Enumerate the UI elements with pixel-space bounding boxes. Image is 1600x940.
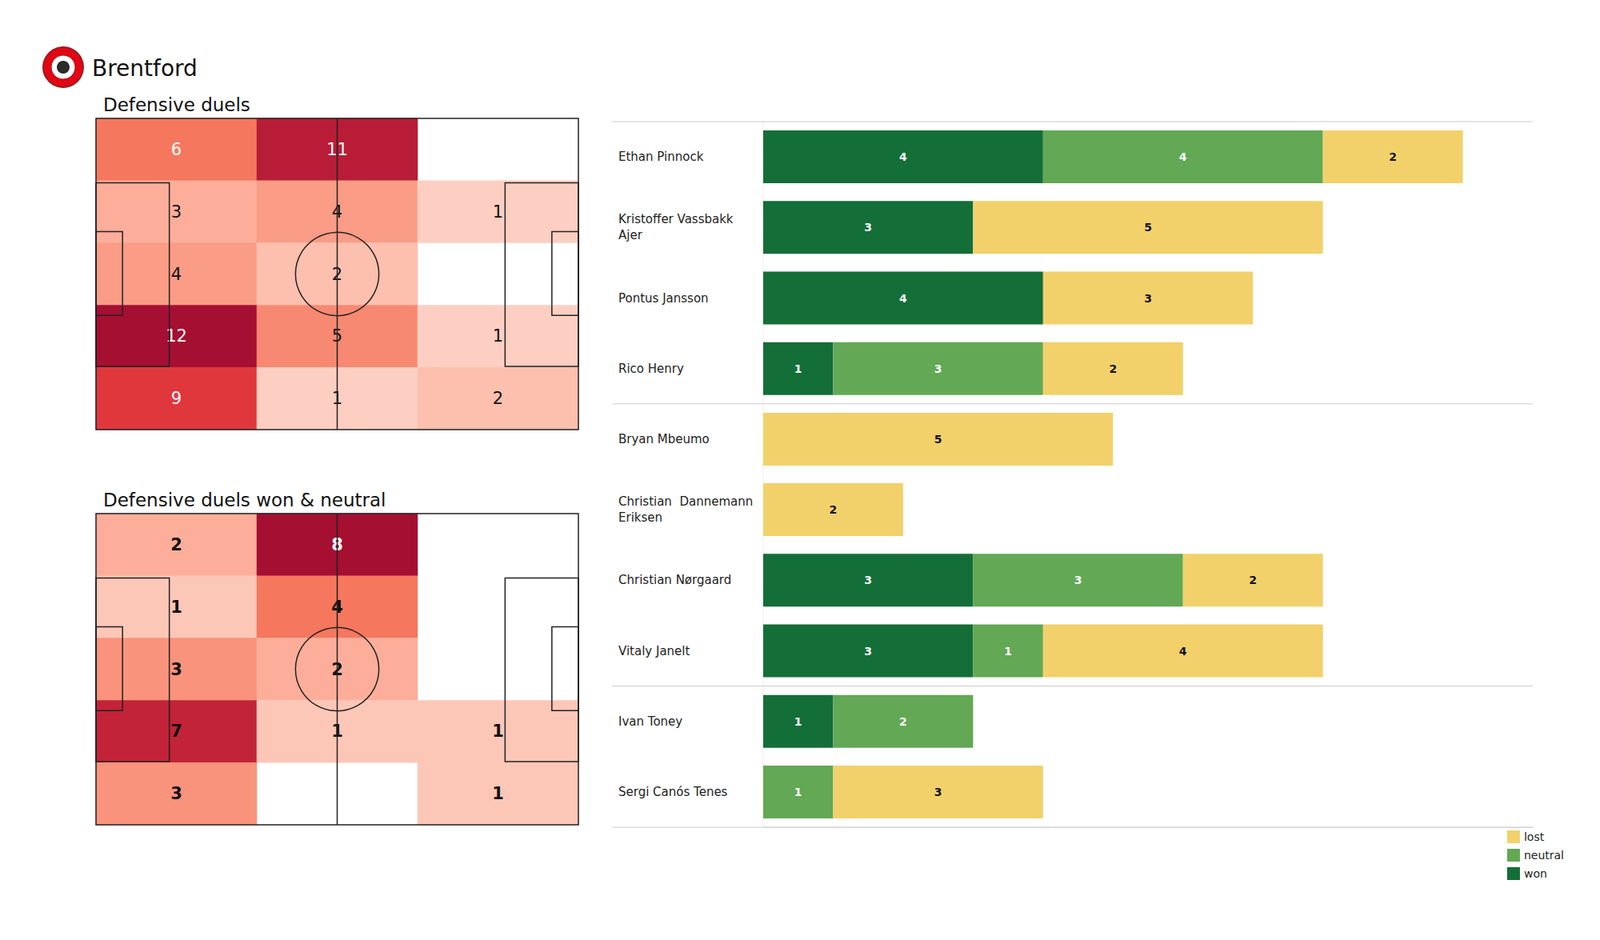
svg-text:4: 4 bbox=[1179, 644, 1188, 658]
svg-text:3: 3 bbox=[1074, 573, 1083, 587]
svg-text:4: 4 bbox=[171, 264, 182, 284]
svg-text:Brentford: Brentford bbox=[92, 55, 198, 82]
svg-text:Bryan Mbeumo: Bryan Mbeumo bbox=[618, 432, 710, 447]
svg-text:1: 1 bbox=[492, 202, 504, 222]
svg-text:1: 1 bbox=[170, 597, 183, 617]
svg-text:Ethan Pinnock: Ethan Pinnock bbox=[618, 149, 704, 164]
svg-text:Ajer: Ajer bbox=[618, 228, 644, 243]
svg-text:4: 4 bbox=[331, 597, 344, 617]
svg-text:2: 2 bbox=[492, 388, 504, 408]
svg-text:Rico Henry: Rico Henry bbox=[618, 361, 684, 376]
svg-text:Eriksen: Eriksen bbox=[618, 510, 663, 525]
svg-text:Ivan Toney: Ivan Toney bbox=[618, 714, 683, 729]
svg-text:Vitaly Janelt: Vitaly Janelt bbox=[618, 644, 691, 659]
svg-text:1: 1 bbox=[492, 326, 504, 346]
svg-text:6: 6 bbox=[171, 140, 182, 160]
svg-text:3: 3 bbox=[934, 362, 943, 376]
svg-text:1: 1 bbox=[331, 721, 344, 742]
svg-text:3: 3 bbox=[170, 660, 183, 680]
svg-text:Defensive duels: Defensive duels bbox=[103, 94, 251, 116]
svg-text:9: 9 bbox=[171, 388, 182, 408]
svg-text:11: 11 bbox=[326, 139, 348, 160]
svg-text:2: 2 bbox=[1248, 573, 1257, 587]
svg-text:3: 3 bbox=[1144, 292, 1152, 305]
svg-text:1: 1 bbox=[492, 784, 504, 804]
svg-text:3: 3 bbox=[864, 220, 872, 234]
svg-text:3: 3 bbox=[170, 784, 183, 804]
svg-text:Kristoffer Vassbakk: Kristoffer Vassbakk bbox=[618, 212, 737, 227]
svg-text:4: 4 bbox=[899, 150, 908, 164]
svg-text:3: 3 bbox=[864, 573, 872, 587]
svg-text:2: 2 bbox=[1388, 150, 1397, 164]
svg-text:5: 5 bbox=[934, 432, 943, 446]
svg-text:Pontus Jansson: Pontus Jansson bbox=[618, 291, 709, 306]
svg-text:Sergi Canós Tenes: Sergi Canós Tenes bbox=[618, 784, 728, 800]
svg-text:Christian Nørgaard: Christian Nørgaard bbox=[618, 572, 732, 588]
svg-text:lost: lost bbox=[1524, 830, 1545, 844]
svg-text:1: 1 bbox=[794, 785, 803, 799]
svg-text:4: 4 bbox=[1179, 150, 1188, 164]
svg-text:8: 8 bbox=[331, 535, 344, 555]
svg-text:Defensive duels won & neutral: Defensive duels won & neutral bbox=[103, 489, 386, 511]
svg-text:2: 2 bbox=[829, 503, 838, 516]
svg-text:1: 1 bbox=[794, 362, 803, 376]
svg-text:3: 3 bbox=[864, 644, 872, 658]
svg-text:1: 1 bbox=[794, 715, 803, 728]
svg-text:5: 5 bbox=[1144, 220, 1152, 234]
svg-text:3: 3 bbox=[934, 785, 943, 799]
svg-text:2: 2 bbox=[170, 535, 183, 555]
svg-text:4: 4 bbox=[331, 202, 343, 222]
svg-text:1: 1 bbox=[492, 721, 504, 741]
svg-text:neutral: neutral bbox=[1524, 848, 1564, 862]
svg-text:2: 2 bbox=[899, 715, 908, 728]
svg-text:2: 2 bbox=[331, 659, 344, 679]
svg-text:1: 1 bbox=[1004, 644, 1012, 658]
svg-text:12: 12 bbox=[165, 326, 188, 346]
svg-text:5: 5 bbox=[331, 326, 343, 346]
svg-text:2: 2 bbox=[331, 264, 343, 284]
svg-text:7: 7 bbox=[170, 721, 183, 741]
svg-text:Christian Dannemann: Christian Dannemann bbox=[618, 494, 757, 509]
svg-text:won: won bbox=[1524, 867, 1548, 880]
svg-text:2: 2 bbox=[1108, 362, 1117, 376]
svg-text:4: 4 bbox=[899, 292, 908, 305]
svg-text:1: 1 bbox=[331, 388, 343, 409]
svg-text:3: 3 bbox=[171, 202, 182, 222]
